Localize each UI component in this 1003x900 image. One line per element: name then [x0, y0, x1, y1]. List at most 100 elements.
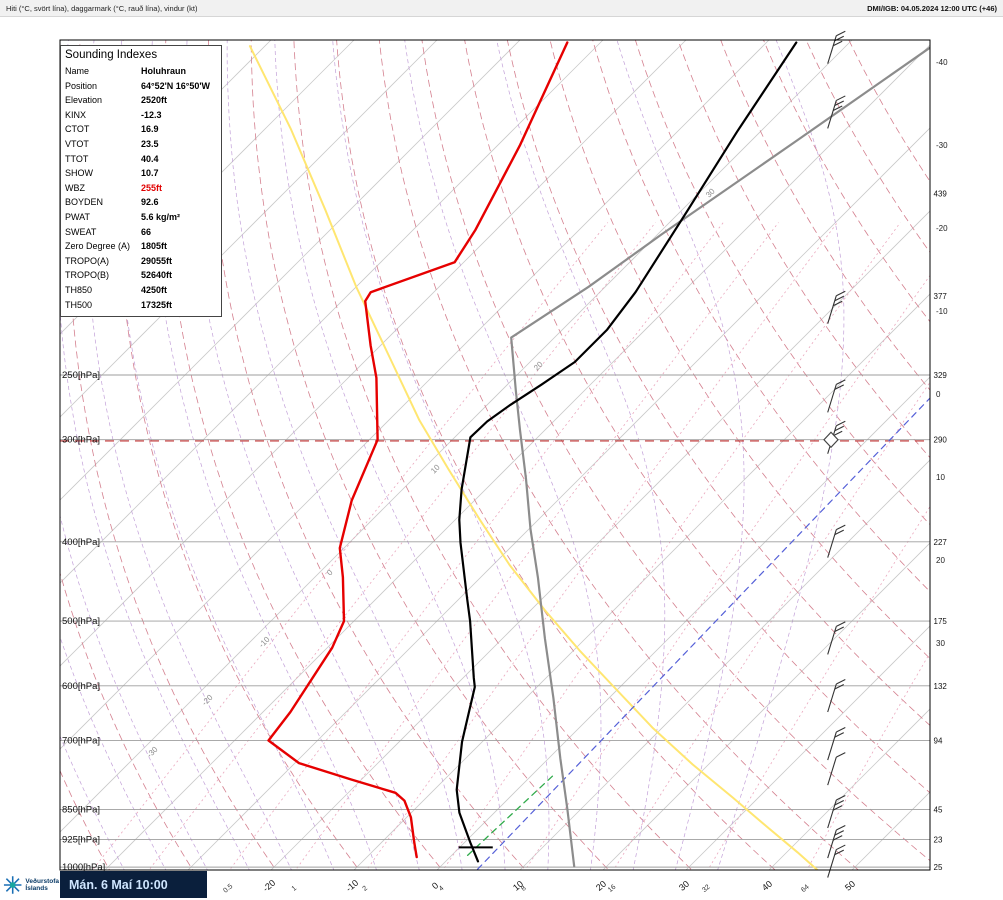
- index-row: CTOT 16.9: [65, 122, 217, 137]
- index-label: Name: [65, 66, 90, 76]
- sounding-indexes-panel: Sounding Indexes Name Holuhraun Position 64…: [60, 45, 222, 318]
- index-value: 40.4: [141, 153, 159, 164]
- index-value: 2520ft: [141, 95, 168, 106]
- svg-text:0: 0: [936, 390, 941, 399]
- index-row: PWAT 5.6 kg/m²: [65, 210, 217, 225]
- index-row: Position 64°52'N 16°50'W: [65, 79, 217, 94]
- svg-text:-20: -20: [936, 224, 948, 233]
- index-row: SHOW 10.7: [65, 166, 217, 181]
- svg-text:10: 10: [936, 473, 945, 482]
- index-value: 16.9: [141, 124, 159, 135]
- svg-text:10: 10: [511, 879, 525, 893]
- svg-text:377: 377: [934, 292, 948, 301]
- series-temperature-black: [455, 41, 798, 863]
- svg-text:16: 16: [607, 884, 618, 894]
- svg-text:2: 2: [362, 885, 370, 893]
- vedurstofa-logo: Veðurstofa Íslands: [2, 872, 59, 898]
- svg-text:25: 25: [934, 863, 943, 872]
- index-row: BOYDEN 92.6: [65, 195, 217, 210]
- index-value: 255ft: [141, 182, 163, 193]
- svg-text:250[hPa]: 250[hPa]: [62, 370, 100, 381]
- index-label: BOYDEN: [65, 197, 104, 208]
- index-row: TH500 17325ft: [65, 298, 217, 313]
- index-label: TH850: [65, 284, 93, 295]
- index-value: 17325ft: [141, 299, 173, 310]
- svg-text:0.5: 0.5: [222, 883, 234, 895]
- index-value: 4250ft: [141, 284, 168, 295]
- index-value: Holuhraun: [141, 66, 186, 76]
- svg-text:-40: -40: [936, 58, 948, 67]
- index-row: TTOT 40.4: [65, 152, 217, 167]
- series-freezing-level-green-dashed: [464, 775, 554, 859]
- vedurstofa-logo-icon: [3, 876, 22, 894]
- index-row: TROPO(A) 29055ft: [65, 254, 217, 269]
- index-row: Zero Degree (A) 1805ft: [65, 239, 217, 254]
- index-value: -12.3: [141, 109, 162, 120]
- valid-datetime: Mán. 6 Maí 10:00: [69, 877, 168, 892]
- datetime-bar: Mán. 6 Maí 10:00: [60, 871, 207, 898]
- index-label: Elevation: [65, 95, 103, 106]
- svg-text:4: 4: [438, 885, 446, 893]
- svg-text:23: 23: [934, 835, 943, 844]
- svg-text:45: 45: [934, 805, 943, 814]
- logo-line1: Veðurstofa: [25, 878, 59, 885]
- index-label: TROPO(B): [65, 270, 109, 281]
- sounding-indexes-rows: Name Holuhraun Position 64°52'N 16°50'W Elev…: [65, 64, 217, 312]
- svg-text:32: 32: [701, 884, 712, 894]
- index-row: Elevation 2520ft: [65, 93, 217, 108]
- svg-text:0: 0: [325, 568, 335, 578]
- logo-line2: Íslands: [25, 885, 48, 892]
- index-label: VTOT: [65, 138, 89, 149]
- svg-text:20: 20: [594, 879, 608, 893]
- index-row: VTOT 23.5: [65, 137, 217, 152]
- svg-text:329: 329: [934, 371, 948, 380]
- sounding-indexes-title: Sounding Indexes: [65, 49, 158, 61]
- index-row: Name Holuhraun: [65, 64, 217, 79]
- svg-text:-10: -10: [936, 307, 948, 316]
- right-height-labels: 439 377 329 290 227 175 132 94 45 23 25: [934, 190, 948, 872]
- svg-text:64: 64: [800, 884, 811, 894]
- svg-text:290: 290: [934, 436, 948, 445]
- index-value: 64°52'N 16°50'W: [141, 80, 211, 91]
- index-label: Position: [65, 80, 98, 91]
- svg-text:1: 1: [291, 885, 299, 893]
- index-row: TH850 4250ft: [65, 283, 217, 298]
- series-dewpoint-red: [267, 41, 569, 859]
- svg-text:227: 227: [934, 538, 948, 547]
- index-value: 92.6: [141, 197, 159, 208]
- index-row: KINX -12.3: [65, 108, 217, 123]
- svg-text:600[hPa]: 600[hPa]: [62, 681, 100, 692]
- index-value: 5.6 kg/m²: [141, 211, 181, 222]
- index-row: TROPO(B) 52640ft: [65, 268, 217, 283]
- index-label: SHOW: [65, 168, 93, 179]
- index-label: CTOT: [65, 124, 90, 135]
- svg-text:50: 50: [843, 879, 857, 893]
- svg-text:439: 439: [934, 190, 948, 199]
- series-aux-blue-dashed: [476, 397, 930, 870]
- svg-text:30: 30: [936, 639, 945, 648]
- sounding-curves: [248, 41, 930, 870]
- svg-text:850[hPa]: 850[hPa]: [62, 804, 100, 815]
- series-parcel-reference-gray: [510, 46, 930, 868]
- svg-text:94: 94: [934, 737, 943, 746]
- index-label: TTOT: [65, 153, 89, 164]
- index-value: 52640ft: [141, 270, 173, 281]
- plot-frame: [59, 39, 931, 871]
- index-value: 29055ft: [141, 255, 173, 266]
- pressure-axis-labels: 250[hPa] 300[hPa] 400[hPa] 500[hPa] 600[hPa]…: [62, 370, 105, 873]
- svg-text:1000[hPa]: 1000[hPa]: [62, 862, 105, 873]
- index-label: TROPO(A): [65, 255, 109, 266]
- svg-text:500[hPa]: 500[hPa]: [62, 616, 100, 627]
- wind-barbs: [823, 30, 846, 878]
- svg-text:700[hPa]: 700[hPa]: [62, 736, 100, 747]
- background-grid: [60, 40, 930, 870]
- svg-text:400[hPa]: 400[hPa]: [62, 537, 100, 548]
- index-value: 10.7: [141, 168, 159, 179]
- svg-text:0: 0: [430, 880, 440, 891]
- chart-legend-text: Hiti (°C, svört lína), daggarmark (°C, r…: [6, 3, 198, 13]
- index-row: WBZ 255ft: [65, 181, 217, 196]
- svg-text:300[hPa]: 300[hPa]: [62, 435, 100, 446]
- svg-text:132: 132: [934, 682, 948, 691]
- svg-text:175: 175: [934, 617, 948, 626]
- mixing-ratio-labels: 0.5 1 2 4 8 16 32 64: [222, 883, 810, 895]
